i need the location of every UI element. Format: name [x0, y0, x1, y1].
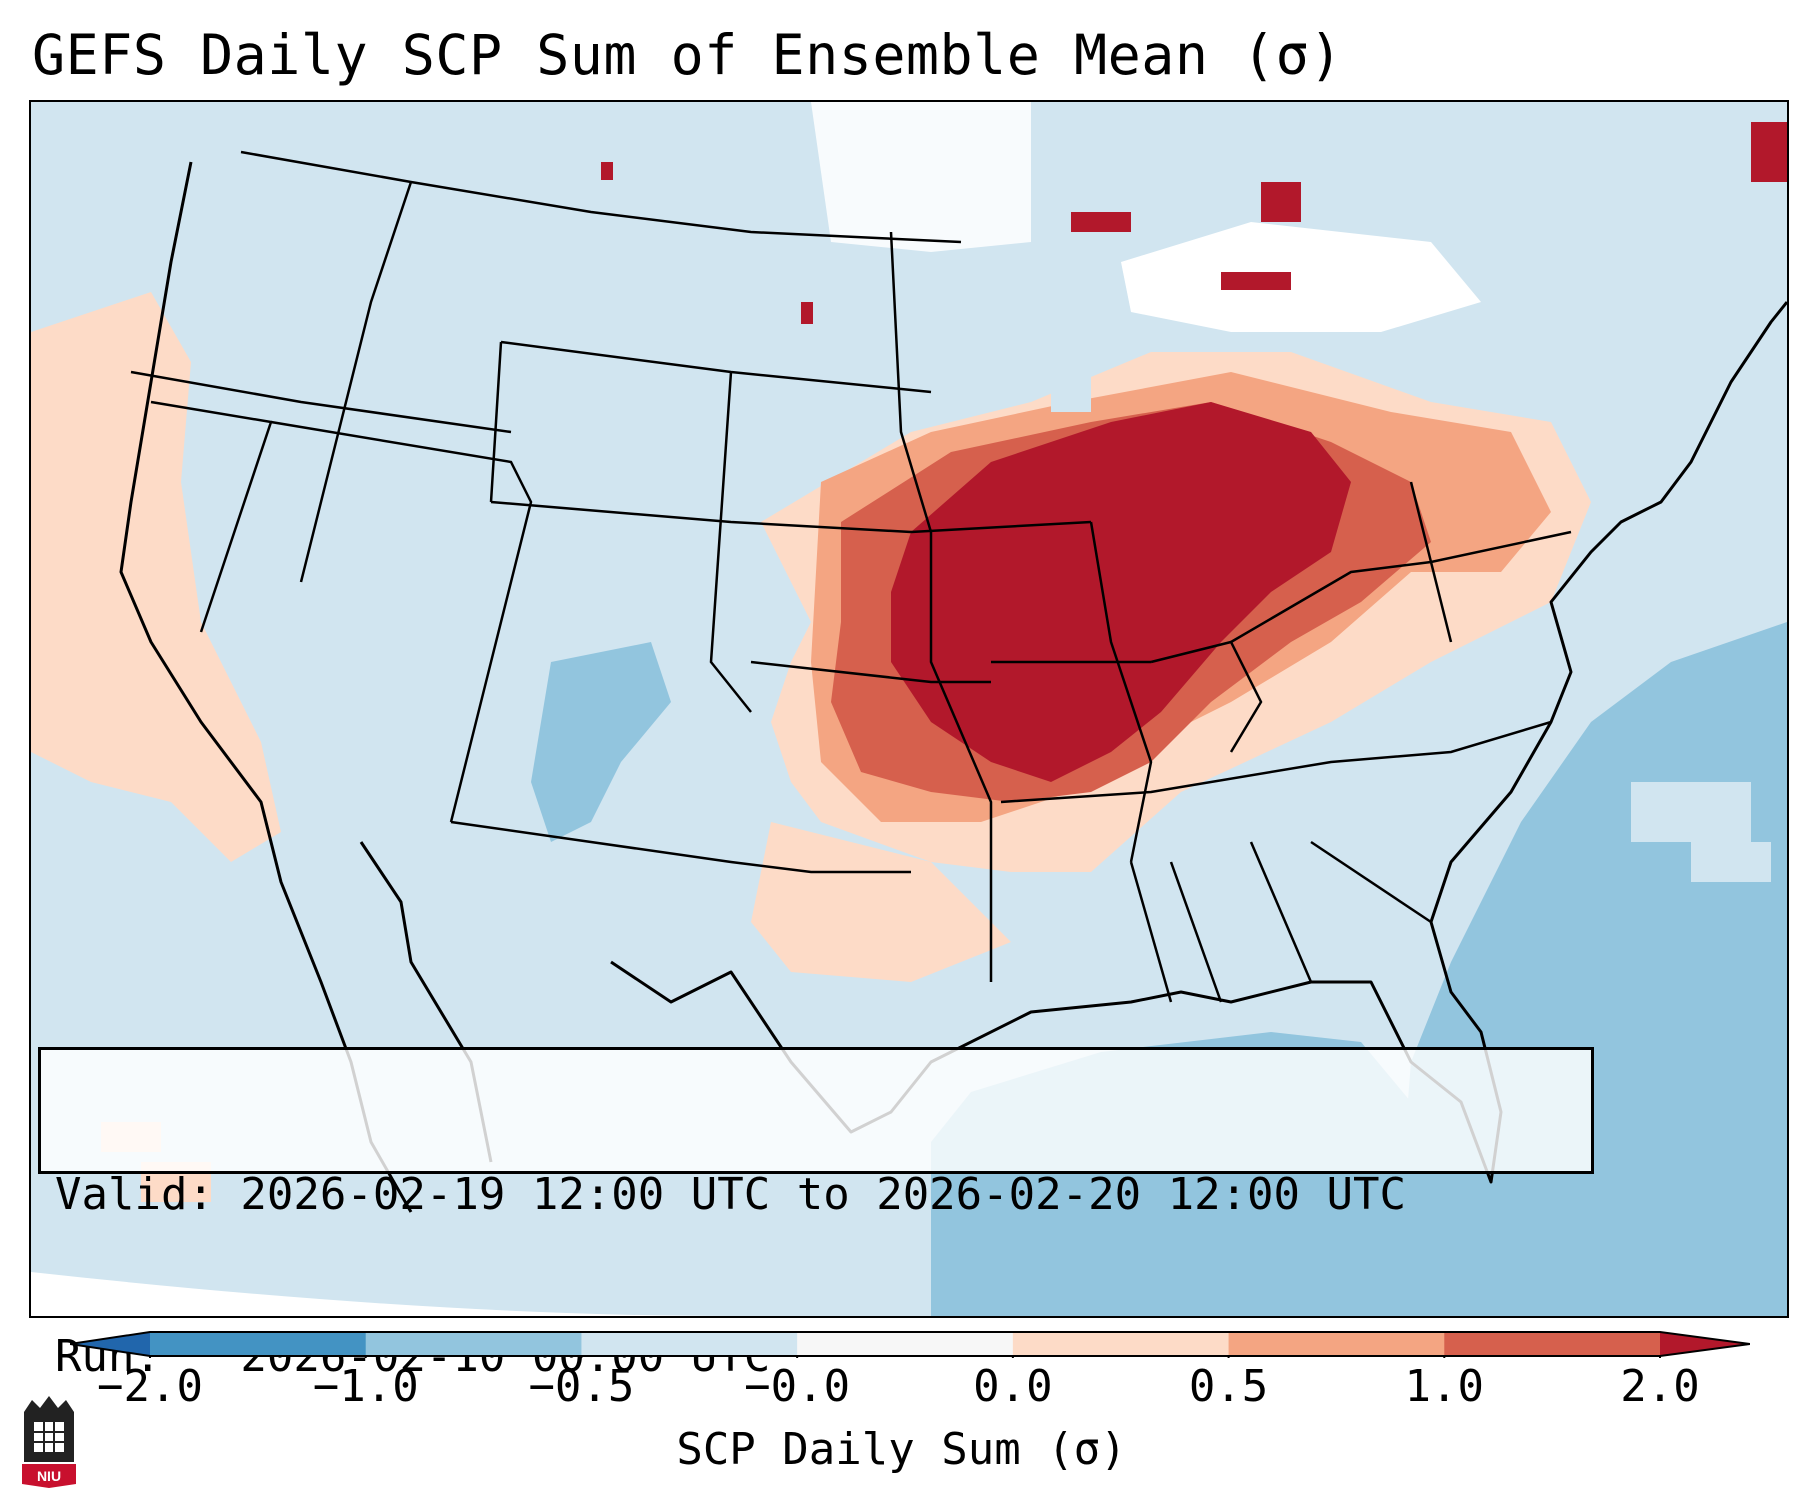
extreme-patch [601, 162, 613, 180]
niu-logo: NIU [22, 1396, 76, 1488]
colorbar-tick-label: 2.0 [1620, 1361, 1700, 1412]
central-extreme-anomaly [891, 402, 1351, 782]
valid-run-info-box: Valid: 2026-02-19 12:00 UTC to 2026-02-2… [38, 1047, 1594, 1382]
colorbar-bin [150, 1332, 367, 1356]
colorbar-tick-label: −1.0 [312, 1361, 419, 1412]
colorbar-extend-low [70, 1332, 150, 1356]
neutral-patch [1121, 222, 1481, 332]
extreme-patch [1221, 272, 1291, 290]
colorbar-tick-label: 0.0 [973, 1361, 1053, 1412]
colorbar-bin [1012, 1332, 1230, 1356]
colorbar-bin [797, 1332, 1014, 1356]
valid-time-line: Valid: 2026-02-19 12:00 UTC to 2026-02-2… [55, 1169, 1407, 1220]
atlantic-pocket [1691, 842, 1771, 882]
colorbar-tick-label: 1.0 [1404, 1361, 1485, 1412]
logo-text: NIU [37, 1468, 61, 1484]
colorbar-tick-label: −0.0 [744, 1361, 851, 1412]
extreme-patch [1261, 182, 1301, 222]
colorbar-tick-label: −2.0 [97, 1361, 203, 1412]
chart-title: GEFS Daily SCP Sum of Ensemble Mean (σ) [32, 23, 1343, 87]
extreme-patch [1751, 122, 1787, 182]
neutral-hole [1051, 372, 1091, 412]
atlantic-pocket [1631, 782, 1751, 842]
colorbar-tick-label: −0.5 [528, 1361, 635, 1412]
colorbar-tick-label: 0.5 [1188, 1361, 1269, 1412]
colorbar-bin [1228, 1332, 1445, 1356]
colorbar-bin [581, 1332, 798, 1356]
colorbar-extend-high [1660, 1332, 1750, 1356]
projection-edge [31, 1272, 731, 1316]
colorbar-label: SCP Daily Sum (σ) [676, 1424, 1127, 1475]
colorbar-bin [1444, 1332, 1661, 1356]
state-borders [130, 150, 1572, 1003]
colorado-negative-anomaly [531, 642, 671, 842]
colorbar [70, 1331, 1750, 1358]
extreme-patch [1071, 212, 1131, 232]
pacific-positive-anomaly [31, 292, 281, 862]
texas-positive-anomaly [751, 822, 1011, 982]
colorbar-bin [365, 1332, 582, 1356]
extreme-patch [801, 302, 813, 324]
neutral-patch [811, 102, 1031, 252]
